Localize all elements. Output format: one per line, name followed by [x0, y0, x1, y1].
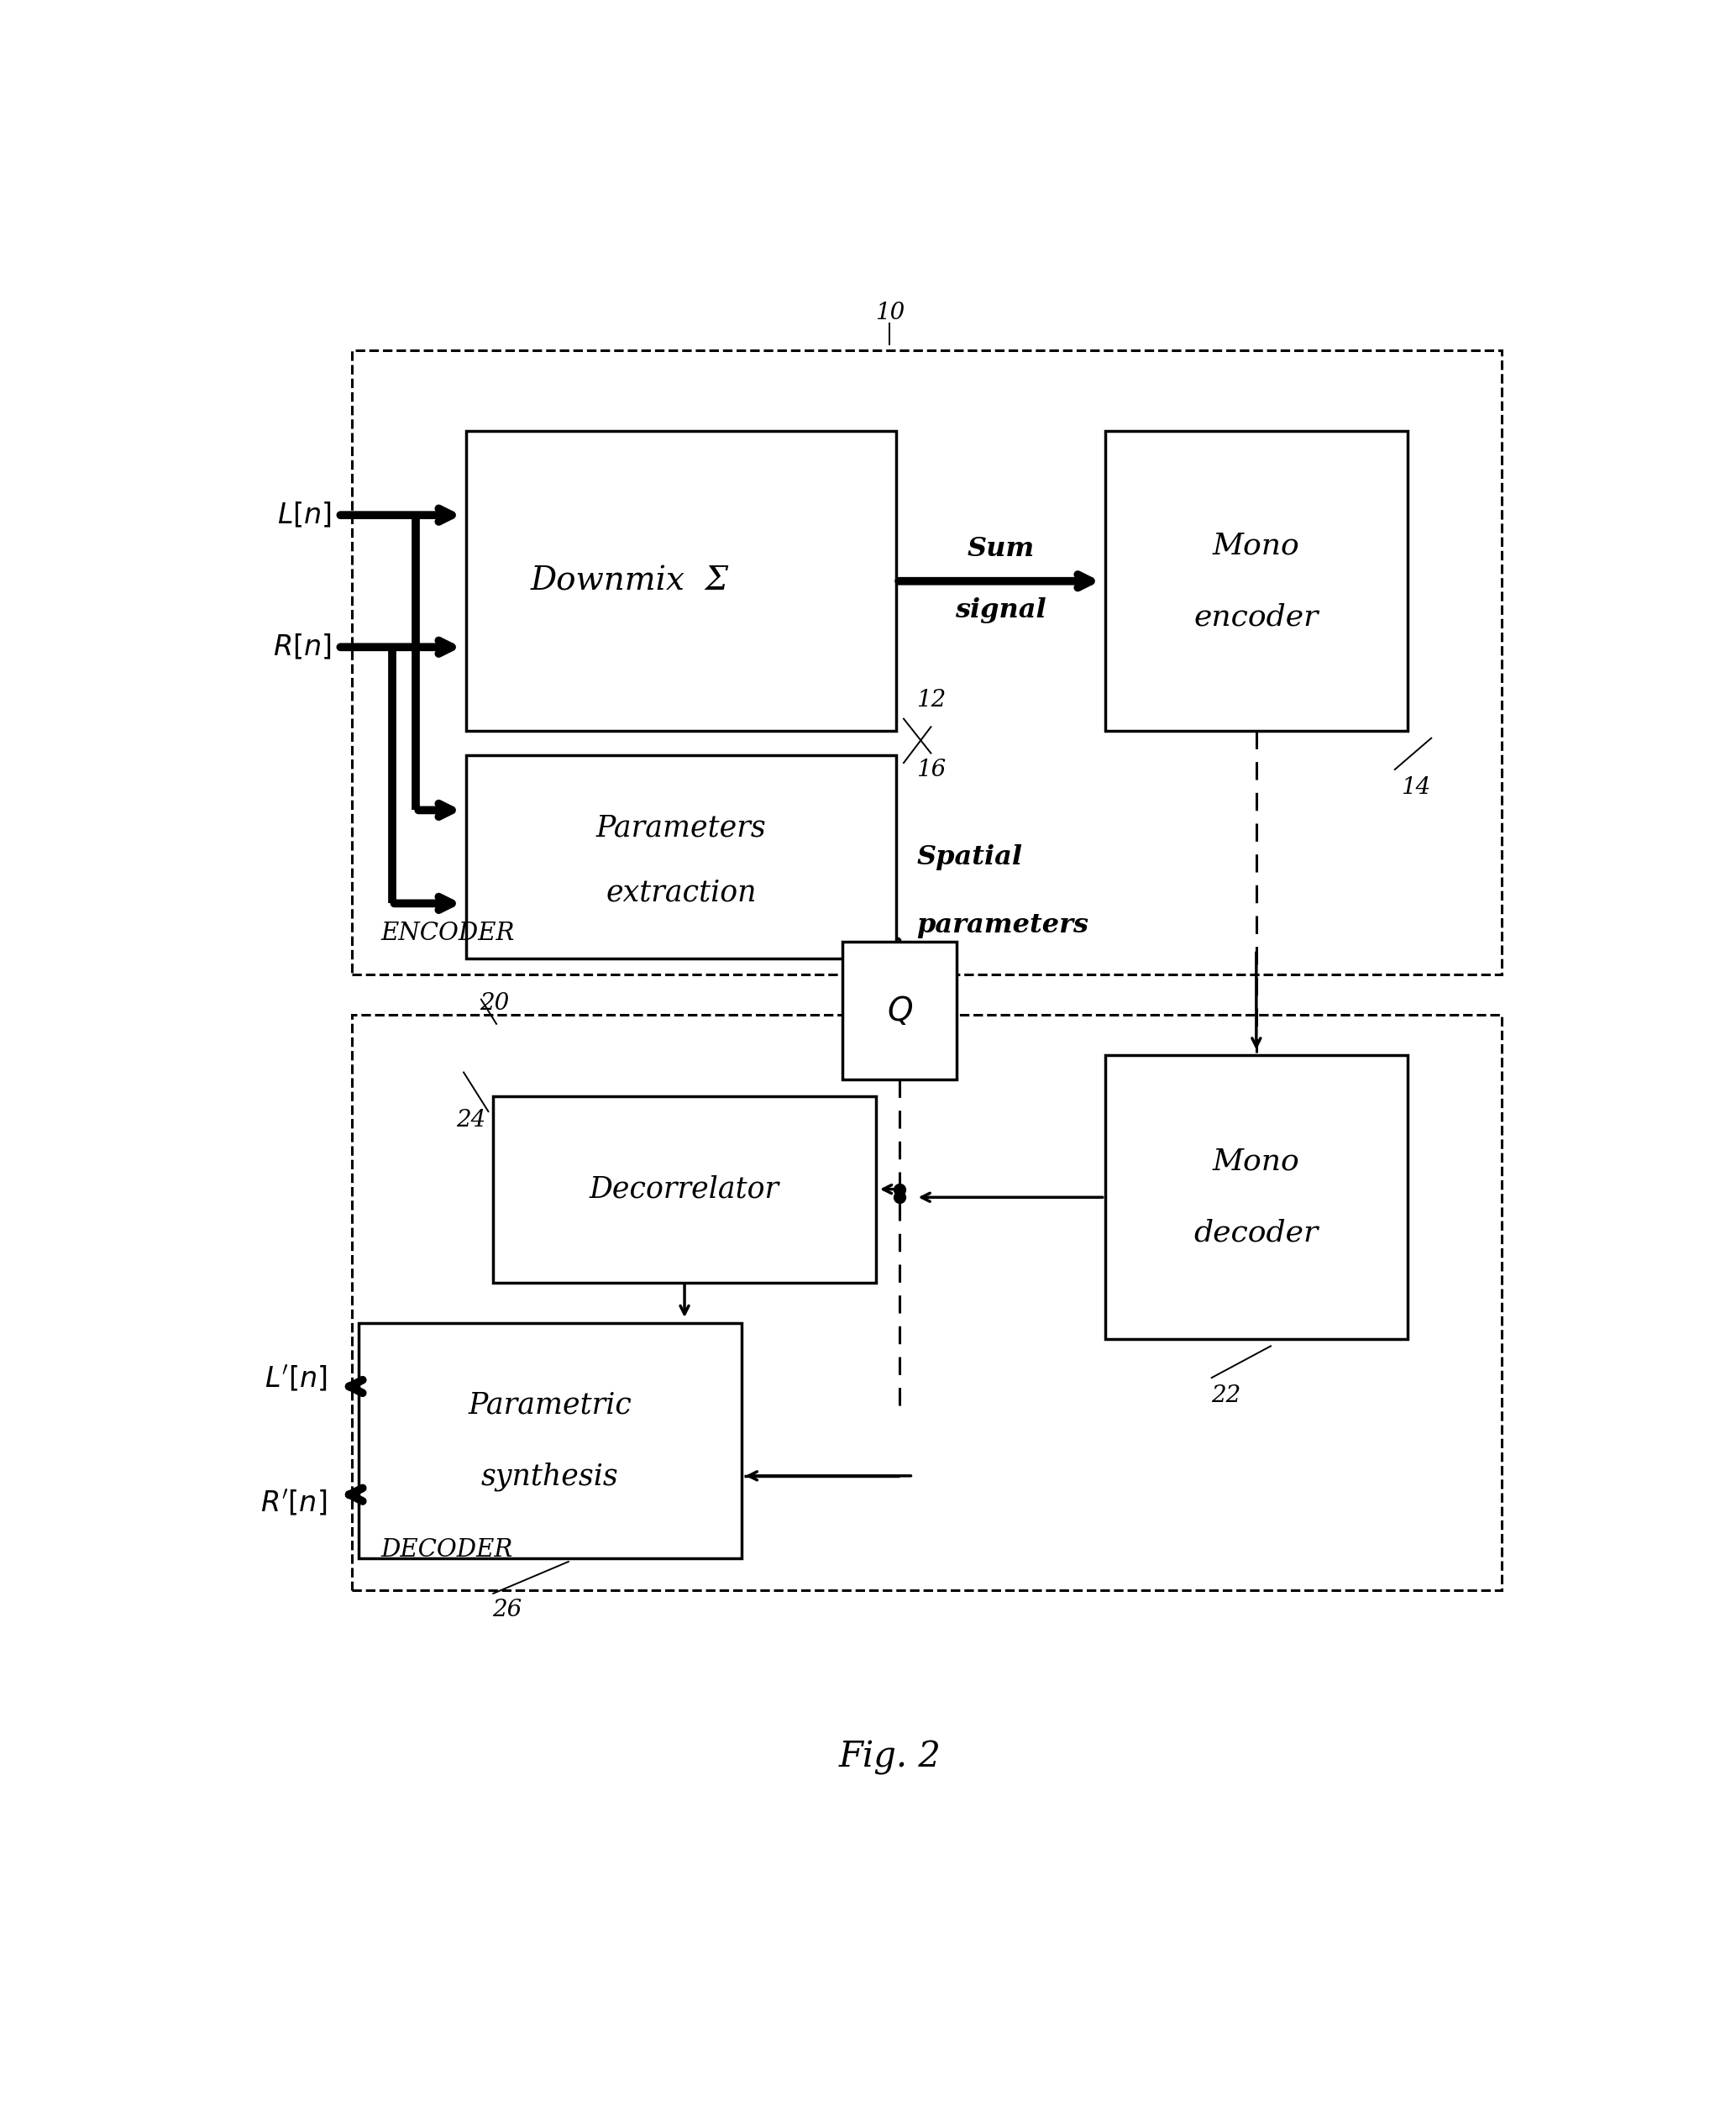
Text: 26: 26 [493, 1598, 523, 1622]
Text: $L[n]$: $L[n]$ [276, 501, 332, 529]
Text: signal: signal [955, 598, 1047, 623]
Text: parameters: parameters [917, 912, 1088, 939]
Text: 22: 22 [1212, 1384, 1241, 1407]
Text: Spatial: Spatial [917, 845, 1023, 870]
Bar [351, 350, 1502, 975]
Text: ENCODER: ENCODER [382, 922, 516, 946]
Text: Mono: Mono [1213, 531, 1300, 560]
Text: Decorrelator: Decorrelator [590, 1175, 779, 1203]
Text: $Q$: $Q$ [887, 994, 913, 1028]
Text: 14: 14 [1401, 777, 1430, 798]
Text: decoder: decoder [1194, 1219, 1319, 1247]
Text: 12: 12 [917, 689, 946, 712]
Bar [358, 1323, 741, 1558]
Bar [465, 432, 896, 731]
Text: Mono: Mono [1213, 1148, 1300, 1175]
Text: 20: 20 [479, 992, 509, 1015]
Bar [1106, 1055, 1408, 1339]
Bar [493, 1095, 877, 1283]
Text: encoder: encoder [1194, 602, 1319, 632]
Text: synthesis: synthesis [481, 1462, 618, 1491]
Text: $R[n]$: $R[n]$ [273, 632, 332, 661]
Text: $L'[n]$: $L'[n]$ [264, 1365, 328, 1392]
Bar [842, 941, 957, 1080]
Text: 24: 24 [457, 1110, 486, 1131]
Bar [1106, 432, 1408, 731]
Text: Parametric: Parametric [469, 1390, 632, 1419]
Text: Fig. 2: Fig. 2 [838, 1740, 941, 1775]
Text: extraction: extraction [606, 878, 757, 908]
Text: Parameters: Parameters [595, 813, 766, 842]
Bar [465, 756, 896, 958]
Text: Downmix  Σ: Downmix Σ [529, 567, 729, 596]
Text: DECODER: DECODER [382, 1537, 514, 1561]
Text: Sum: Sum [967, 535, 1035, 562]
Text: $R'[n]$: $R'[n]$ [260, 1489, 328, 1516]
Text: 10: 10 [875, 301, 904, 324]
Bar [351, 1015, 1502, 1590]
Text: 16: 16 [917, 758, 946, 781]
